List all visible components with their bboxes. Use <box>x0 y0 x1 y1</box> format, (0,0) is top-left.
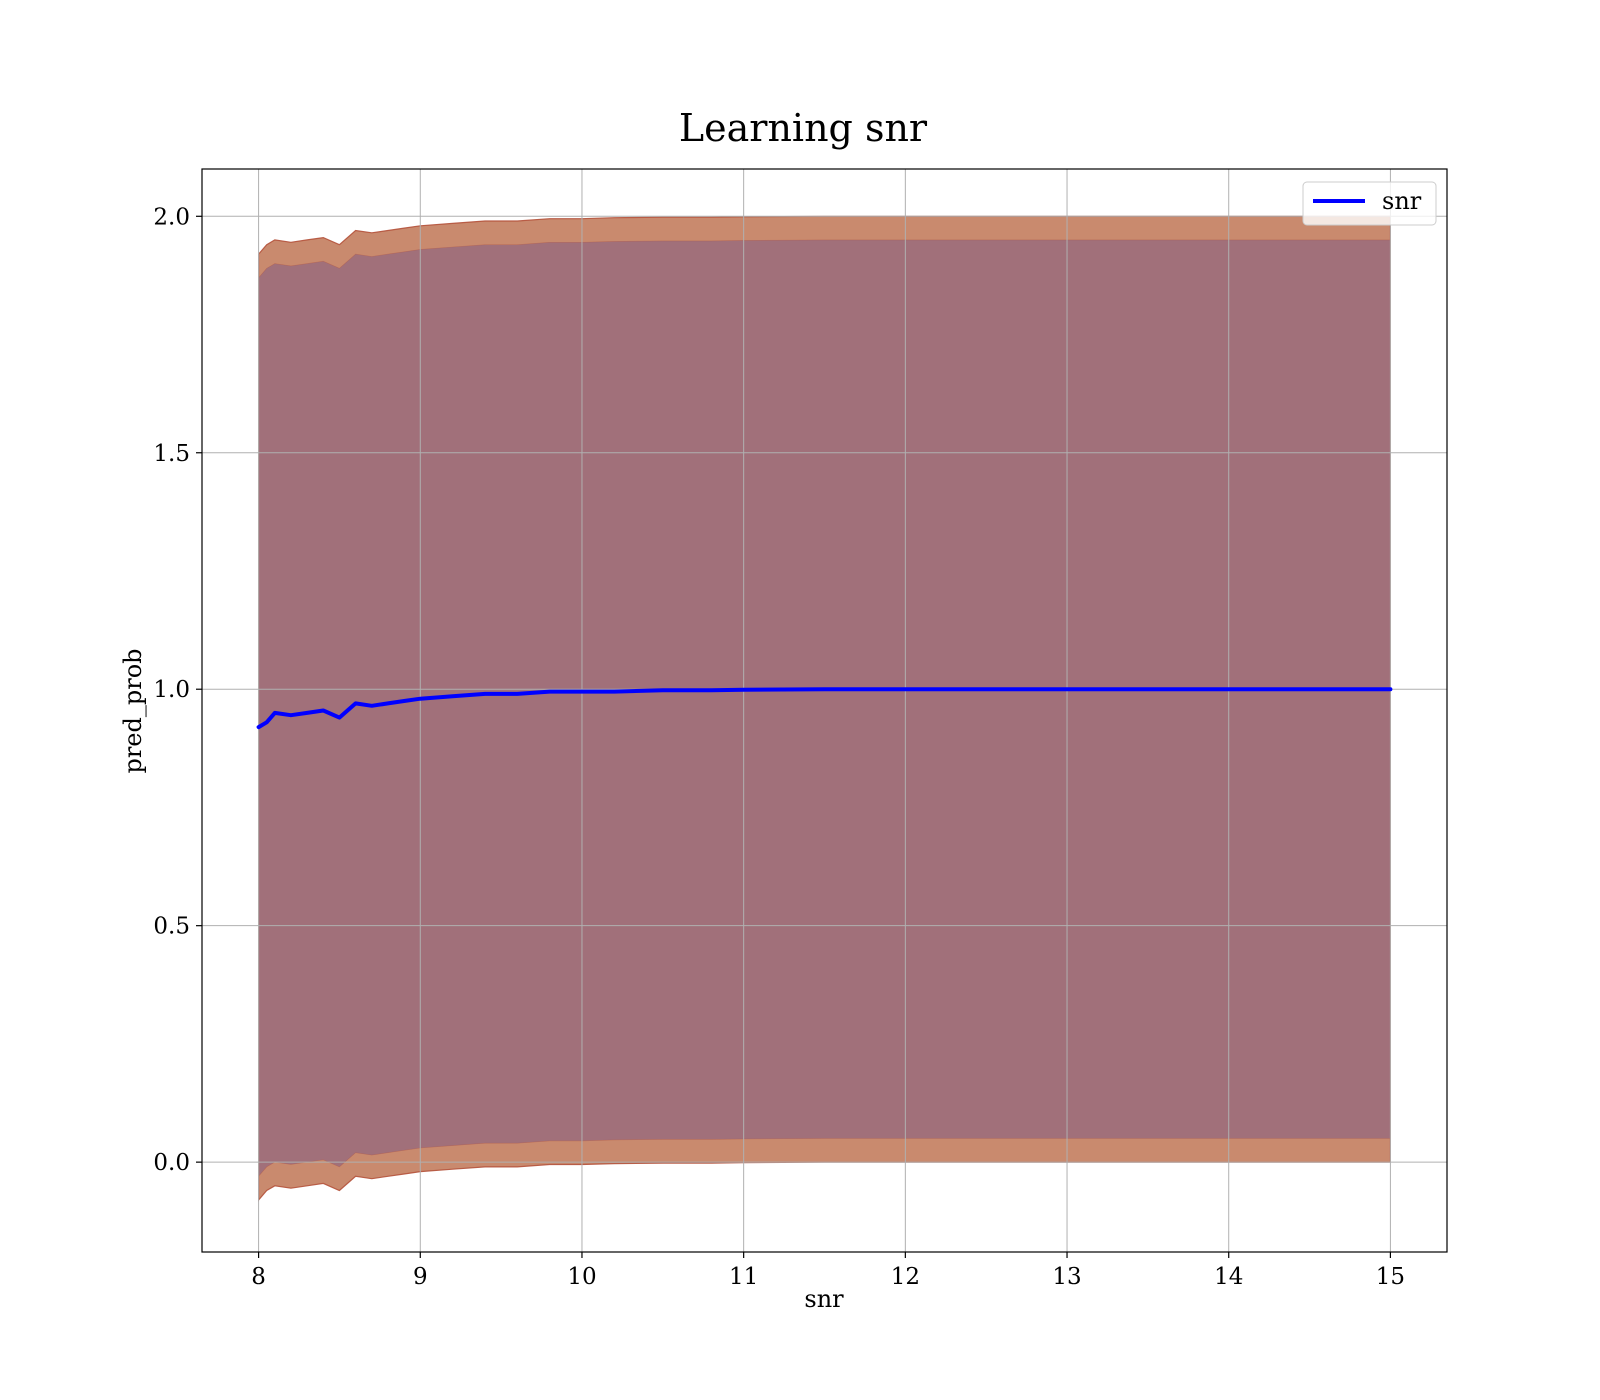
y-axis: 0.0 0.5 1.0 1.5 2.0 <box>153 204 202 1176</box>
x-tick-label: 13 <box>1052 1264 1081 1290</box>
y-tick-label: 0.5 <box>153 914 190 940</box>
x-tick-label: 11 <box>729 1264 758 1290</box>
plot-area <box>201 168 1448 1253</box>
y-tick-label: 0.0 <box>153 1150 190 1176</box>
x-tick-label: 12 <box>891 1264 920 1290</box>
x-tick-label: 9 <box>413 1264 428 1290</box>
y-tick-label: 1.5 <box>153 441 190 467</box>
series-line-snr <box>256 687 1393 730</box>
legend: snr <box>1302 181 1437 226</box>
bands-layer <box>258 215 1391 1202</box>
legend-label: snr <box>1382 187 1422 215</box>
x-axis-label: snr <box>804 1285 844 1313</box>
x-axis: 8 9 10 11 12 13 14 15 <box>251 1252 1405 1290</box>
x-tick-label: 8 <box>251 1264 266 1290</box>
confidence-band-2 <box>258 239 1391 1178</box>
y-axis-label: pred_prob <box>119 648 147 773</box>
grid-layer <box>202 169 1447 1252</box>
y-tick-label: 1.0 <box>153 677 190 703</box>
axes-frame <box>201 168 1448 1253</box>
x-tick-label: 15 <box>1376 1264 1405 1290</box>
x-tick-label: 14 <box>1214 1264 1243 1290</box>
line-layer <box>256 687 1393 730</box>
chart-title: Learning snr <box>679 106 928 150</box>
legend-box <box>1302 181 1437 226</box>
x-tick-label: 10 <box>567 1264 596 1290</box>
y-tick-label: 2.0 <box>153 204 190 230</box>
